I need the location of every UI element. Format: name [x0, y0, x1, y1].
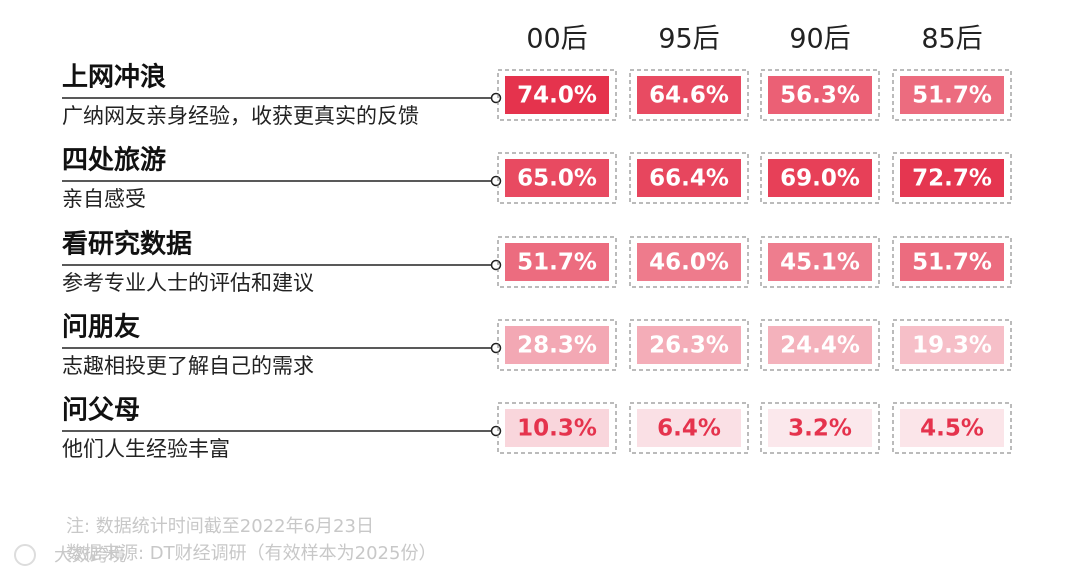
- cell-frame: [497, 236, 617, 288]
- cell: [505, 326, 609, 364]
- cell: [900, 409, 1004, 447]
- value-label: 64.6%: [649, 83, 729, 109]
- value-label: 72.7%: [912, 166, 992, 192]
- value-label: 51.7%: [912, 83, 992, 109]
- cell: [900, 243, 1004, 281]
- cell-frame: [892, 69, 1012, 121]
- cell-frame: [760, 152, 880, 204]
- row-title: 上网冲浪: [62, 62, 166, 93]
- column-header: 85后: [921, 24, 982, 55]
- value-label: 51.7%: [912, 250, 992, 276]
- value-label: 56.3%: [780, 83, 860, 109]
- cell-frame: [892, 402, 1012, 454]
- value-label: 66.4%: [649, 166, 729, 192]
- cell-frame: [497, 402, 617, 454]
- watermark: 大数跨境: [54, 545, 126, 566]
- cell: [768, 409, 872, 447]
- row-dot: [490, 342, 502, 354]
- value-label: 10.3%: [517, 416, 597, 442]
- cell-frame: [760, 402, 880, 454]
- cell-frame: [760, 236, 880, 288]
- cell: [637, 243, 741, 281]
- cell-frame: [892, 152, 1012, 204]
- cell: [900, 326, 1004, 364]
- row-dot: [490, 175, 502, 187]
- cell-frame: [760, 319, 880, 371]
- row-title: 看研究数据: [62, 229, 192, 260]
- cell: [768, 76, 872, 114]
- cell: [505, 409, 609, 447]
- value-label: 24.4%: [780, 333, 860, 359]
- row-description: 亲自感受: [62, 187, 146, 211]
- row-title: 问朋友: [62, 313, 140, 343]
- cell: [768, 243, 872, 281]
- note: 注: 数据统计时间截至2022年6月23日: [66, 516, 374, 537]
- cell-frame: [497, 69, 617, 121]
- value-label: 65.0%: [517, 166, 597, 192]
- row-title: 四处旅游: [62, 146, 166, 176]
- column-header: 95后: [658, 24, 719, 55]
- value-label: 3.2%: [788, 416, 852, 442]
- row-dot: [490, 259, 502, 271]
- column-header: 00后: [526, 24, 587, 55]
- cell: [505, 159, 609, 197]
- value-label: 19.3%: [912, 333, 992, 359]
- cell-frame: [629, 402, 749, 454]
- cell-frame: [892, 319, 1012, 371]
- cell-frame: [760, 69, 880, 121]
- cell: [637, 409, 741, 447]
- cell: [637, 76, 741, 114]
- value-label: 45.1%: [780, 250, 860, 276]
- column-header: 90后: [789, 24, 850, 55]
- note: 数据来源: DT财经调研（有效样本为2025份）: [66, 543, 436, 564]
- value-label: 6.4%: [657, 416, 721, 442]
- cell: [505, 76, 609, 114]
- cell-frame: [892, 236, 1012, 288]
- row-description: 他们人生经验丰富: [62, 437, 230, 461]
- value-label: 4.5%: [920, 416, 984, 442]
- value-label: 69.0%: [780, 166, 860, 192]
- value-label: 26.3%: [649, 333, 729, 359]
- cell-frame: [629, 319, 749, 371]
- cell: [768, 326, 872, 364]
- cell: [637, 159, 741, 197]
- value-label: 51.7%: [517, 250, 597, 276]
- cell-frame: [629, 236, 749, 288]
- row-description: 参考专业人士的评估和建议: [62, 271, 314, 295]
- cell-frame: [497, 319, 617, 371]
- cell: [900, 76, 1004, 114]
- watermark-icon: [14, 544, 36, 566]
- cell: [505, 243, 609, 281]
- cell: [637, 326, 741, 364]
- cell-frame: [629, 69, 749, 121]
- row-dot: [490, 92, 502, 104]
- value-label: 74.0%: [517, 83, 597, 109]
- cell-frame: [629, 152, 749, 204]
- cell: [768, 159, 872, 197]
- value-label: 46.0%: [649, 250, 729, 276]
- cell: [900, 159, 1004, 197]
- row-dot: [490, 425, 502, 437]
- row-description: 志趣相投更了解自己的需求: [62, 354, 314, 378]
- value-label: 28.3%: [517, 333, 597, 359]
- cell-frame: [497, 152, 617, 204]
- row-description: 广纳网友亲身经验，收获更真实的反馈: [62, 104, 419, 128]
- row-title: 问父母: [62, 396, 140, 426]
